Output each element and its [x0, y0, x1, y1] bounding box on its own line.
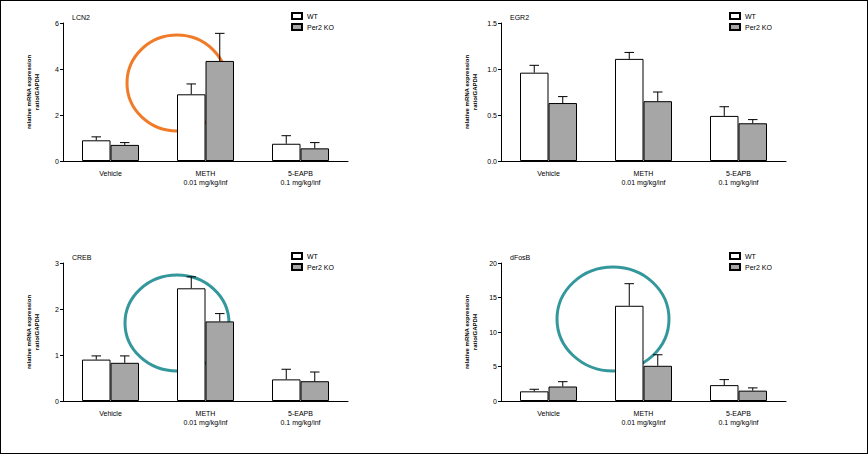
svg-text:Per2 KO: Per2 KO	[745, 24, 772, 31]
svg-text:WT: WT	[307, 13, 319, 20]
svg-text:20: 20	[489, 260, 497, 267]
svg-text:dFosB: dFosB	[510, 254, 531, 261]
svg-text:5-EAPB: 5-EAPB	[288, 410, 313, 417]
svg-text:ratio/GAPDH: ratio/GAPDH	[34, 314, 40, 350]
svg-text:LCN2: LCN2	[72, 14, 90, 21]
svg-text:10: 10	[489, 329, 497, 336]
svg-text:Per2 KO: Per2 KO	[745, 264, 772, 271]
svg-text:METH: METH	[634, 170, 654, 177]
svg-text:METH: METH	[634, 410, 654, 417]
svg-text:1.0: 1.0	[487, 66, 497, 73]
svg-text:2: 2	[55, 112, 59, 119]
svg-text:Vehicle: Vehicle	[537, 410, 560, 417]
svg-text:ratio/GAPDH: ratio/GAPDH	[472, 74, 478, 110]
svg-text:0: 0	[493, 398, 497, 405]
svg-text:METH: METH	[196, 410, 216, 417]
svg-text:5-EAPB: 5-EAPB	[726, 410, 751, 417]
svg-text:Per2 KO: Per2 KO	[307, 264, 334, 271]
svg-text:WT: WT	[745, 13, 757, 20]
svg-text:4: 4	[55, 66, 59, 73]
svg-text:1.5: 1.5	[487, 20, 497, 27]
svg-text:0.1 mg/kg/inf: 0.1 mg/kg/inf	[280, 179, 320, 187]
svg-text:0.5: 0.5	[487, 112, 497, 119]
svg-text:relative mRNA expression: relative mRNA expression	[26, 55, 32, 129]
svg-text:relative mRNA expression: relative mRNA expression	[464, 55, 470, 129]
svg-text:ratio/GAPDH: ratio/GAPDH	[472, 314, 478, 350]
svg-text:Per2 KO: Per2 KO	[307, 24, 334, 31]
svg-text:Vehicle: Vehicle	[537, 170, 560, 177]
svg-text:WT: WT	[307, 253, 319, 260]
svg-text:relative mRNA expression: relative mRNA expression	[26, 295, 32, 369]
svg-text:0.01 mg/kg/inf: 0.01 mg/kg/inf	[184, 419, 228, 427]
svg-text:5: 5	[493, 363, 497, 370]
svg-text:0.01 mg/kg/inf: 0.01 mg/kg/inf	[184, 179, 228, 187]
svg-text:3: 3	[55, 260, 59, 267]
svg-text:1: 1	[55, 352, 59, 359]
svg-text:Vehicle: Vehicle	[99, 170, 122, 177]
svg-text:0.01 mg/kg/inf: 0.01 mg/kg/inf	[622, 179, 666, 187]
svg-text:2: 2	[55, 306, 59, 313]
svg-text:6: 6	[55, 20, 59, 27]
svg-text:15: 15	[489, 294, 497, 301]
svg-text:relative mRNA expression: relative mRNA expression	[464, 295, 470, 369]
svg-text:0.1 mg/kg/inf: 0.1 mg/kg/inf	[718, 419, 758, 427]
svg-text:Vehicle: Vehicle	[99, 410, 122, 417]
svg-text:ratio/GAPDH: ratio/GAPDH	[34, 74, 40, 110]
svg-text:0.01 mg/kg/inf: 0.01 mg/kg/inf	[622, 419, 666, 427]
svg-text:0: 0	[55, 158, 59, 165]
svg-text:WT: WT	[745, 253, 757, 260]
svg-text:5-EAPB: 5-EAPB	[288, 170, 313, 177]
svg-text:EGR2: EGR2	[510, 14, 529, 21]
svg-text:0.0: 0.0	[487, 158, 497, 165]
svg-text:5-EAPB: 5-EAPB	[726, 170, 751, 177]
svg-text:0.1 mg/kg/inf: 0.1 mg/kg/inf	[280, 419, 320, 427]
svg-text:METH: METH	[196, 170, 216, 177]
svg-text:CREB: CREB	[72, 254, 92, 261]
svg-text:0: 0	[55, 398, 59, 405]
svg-text:0.1 mg/kg/inf: 0.1 mg/kg/inf	[718, 179, 758, 187]
